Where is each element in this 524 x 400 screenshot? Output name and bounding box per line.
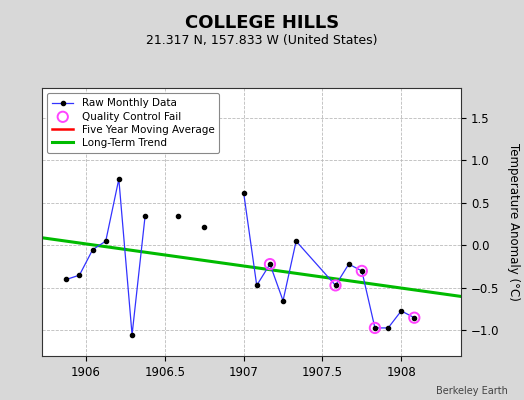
Quality Control Fail [266,261,274,267]
Raw Monthly Data [103,239,109,244]
Text: Berkeley Earth: Berkeley Earth [436,386,508,396]
Quality Control Fail [358,268,366,274]
Quality Control Fail [331,282,340,288]
Line: Raw Monthly Data: Raw Monthly Data [64,177,147,337]
Raw Monthly Data [63,277,70,282]
Raw Monthly Data [129,332,135,337]
Raw Monthly Data [116,177,122,182]
Text: COLLEGE HILLS: COLLEGE HILLS [185,14,339,32]
Raw Monthly Data [142,213,148,218]
Y-axis label: Temperature Anomaly (°C): Temperature Anomaly (°C) [507,143,520,301]
Quality Control Fail [410,314,419,321]
Text: 21.317 N, 157.833 W (United States): 21.317 N, 157.833 W (United States) [146,34,378,47]
Quality Control Fail [370,325,379,331]
Raw Monthly Data [90,247,96,252]
Raw Monthly Data [77,273,83,278]
Legend: Raw Monthly Data, Quality Control Fail, Five Year Moving Average, Long-Term Tren: Raw Monthly Data, Quality Control Fail, … [47,93,220,153]
